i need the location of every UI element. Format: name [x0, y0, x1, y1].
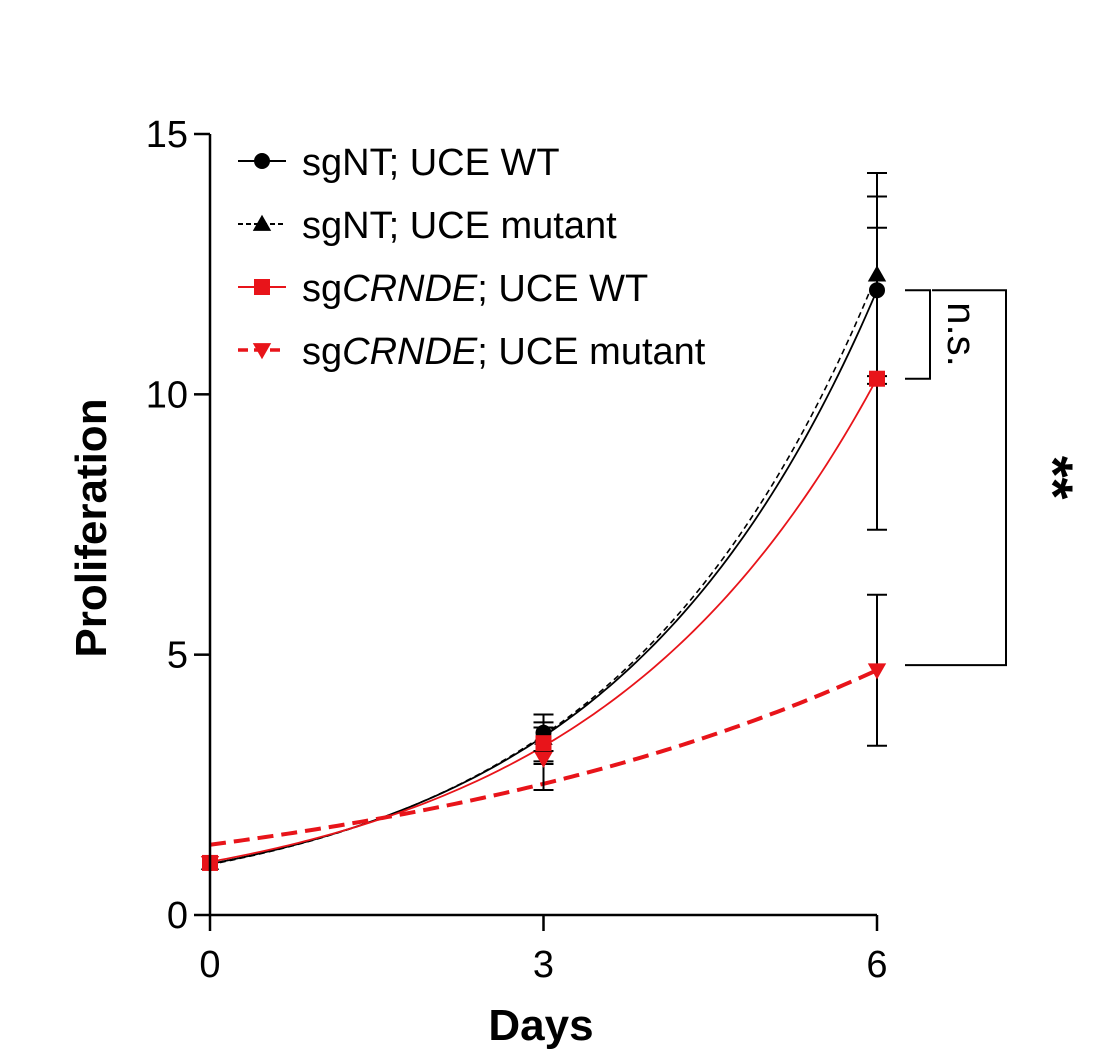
legend-label-part: CRNDE — [342, 268, 478, 310]
y-tick-label: 5 — [167, 635, 188, 677]
legend-label: sgCRNDE; UCE WT — [302, 268, 648, 310]
legend-label-part: sg — [302, 268, 342, 310]
data-point — [869, 370, 885, 387]
ns-label: n.s. — [939, 302, 983, 366]
x-tick-label: 6 — [866, 944, 887, 986]
data-point — [534, 751, 553, 768]
legend-label-part: sgNT; UCE mutant — [302, 205, 617, 247]
legend-label-part: CRNDE — [342, 331, 478, 373]
legend-label-part: ; UCE WT — [477, 268, 648, 310]
x-tick-label: 0 — [199, 944, 220, 986]
x-tick-label: 3 — [533, 944, 554, 986]
data-points — [200, 265, 887, 873]
data-point — [869, 282, 885, 299]
y-axis-title: Proliferation — [67, 398, 116, 657]
significance-label: ** — [1022, 456, 1085, 500]
x-axis-title: Days — [488, 1001, 593, 1050]
data-point — [867, 265, 887, 282]
ns-bracket — [905, 289, 931, 380]
legend-label-part: ; UCE mutant — [477, 331, 706, 373]
data-point — [867, 663, 887, 680]
y-tick-label: 15 — [146, 114, 188, 156]
ticks: 0 5 10 15 0 3 6 — [146, 114, 888, 986]
legend-label: sgCRNDE; UCE mutant — [302, 331, 706, 373]
legend-label-part: sg — [302, 331, 342, 373]
y-tick-label: 10 — [146, 374, 188, 416]
legend-marker — [252, 214, 272, 231]
significance-bracket — [905, 289, 1007, 667]
legend-label-part: sgNT; UCE WT — [302, 142, 560, 184]
legend-label: sgNT; UCE WT — [302, 142, 560, 184]
legend-label: sgNT; UCE mutant — [302, 205, 617, 247]
legend-marker — [254, 279, 270, 295]
axes — [208, 134, 877, 917]
legend-marker — [254, 153, 270, 169]
legend-marker — [252, 343, 272, 360]
y-tick-label: 0 — [167, 895, 188, 937]
significance-brackets: n.s. ** — [905, 289, 1085, 667]
error-bars — [533, 172, 887, 792]
data-point — [535, 735, 552, 752]
